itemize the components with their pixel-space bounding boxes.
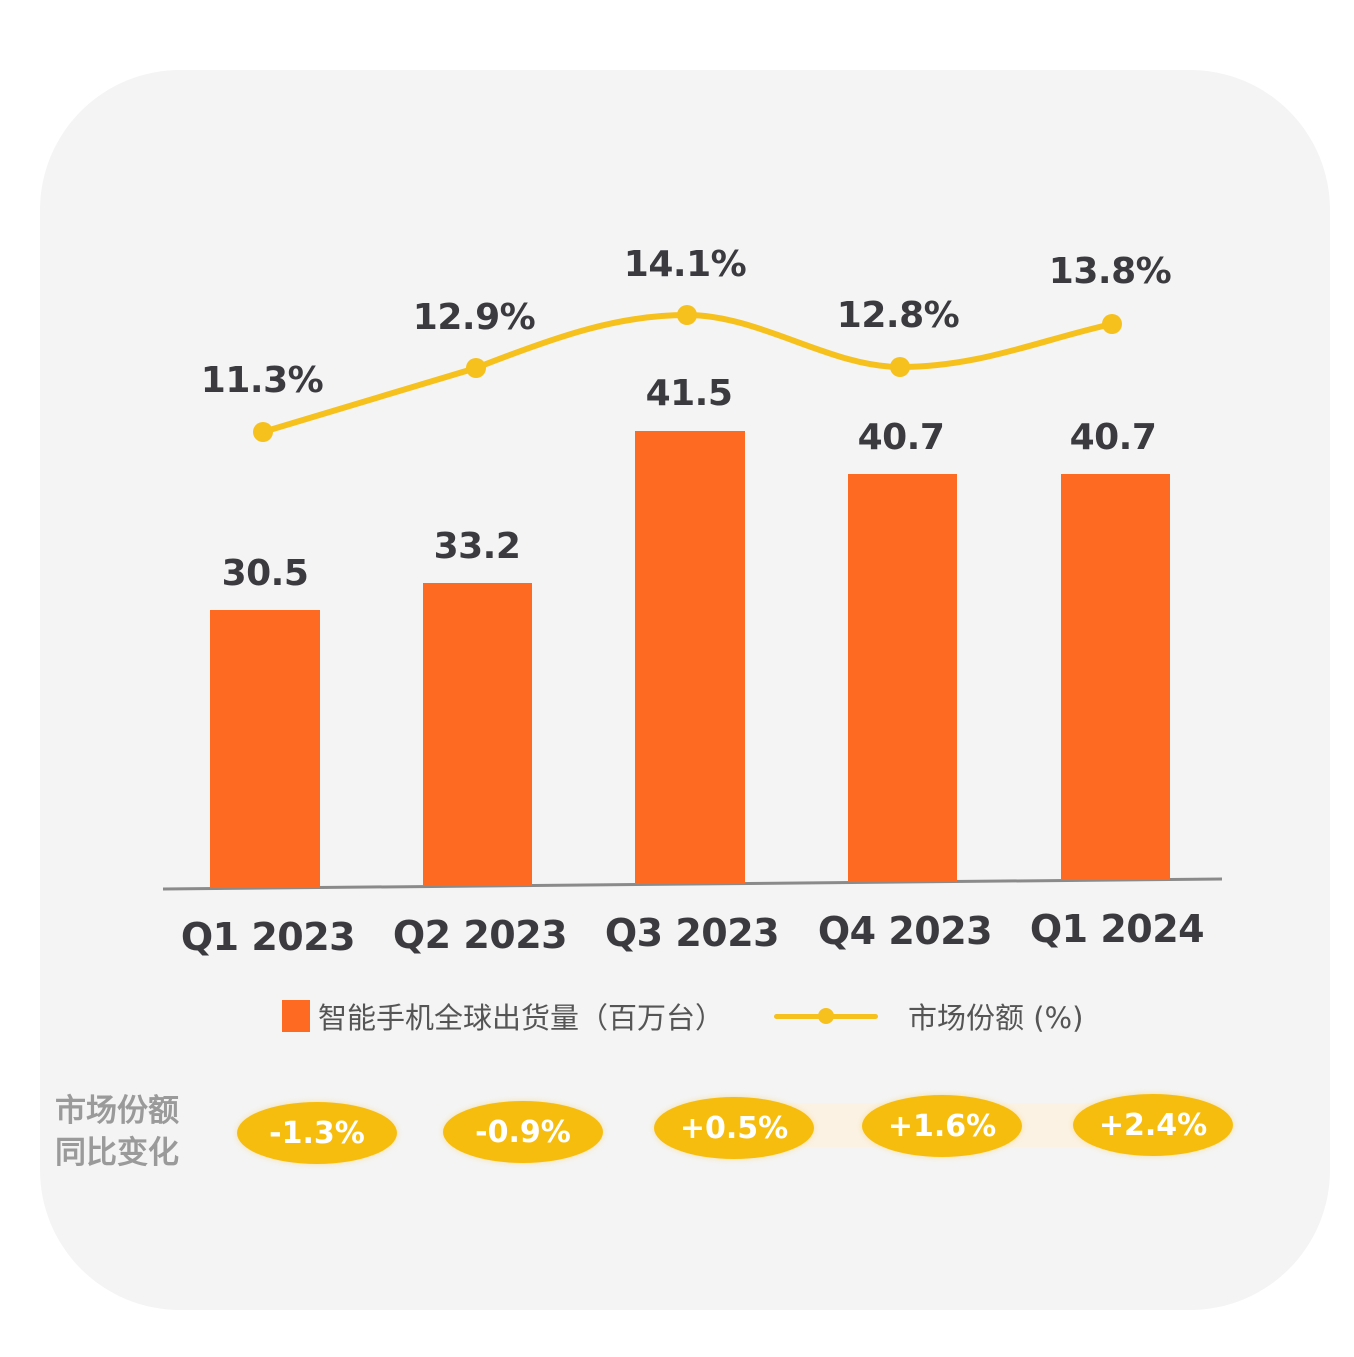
line-point: [890, 357, 910, 377]
share-label: 14.1%: [623, 244, 747, 285]
yoy-label-line1: 市场份额: [55, 1093, 179, 1129]
bar-value-label: 30.5: [221, 553, 309, 594]
share-label: 12.9%: [412, 297, 536, 338]
bar-value-label: 33.2: [433, 526, 521, 567]
bar-q1-2024: [1061, 474, 1170, 880]
yoy-badge: -1.3%: [237, 1102, 397, 1164]
yoy-badge: +0.5%: [654, 1097, 814, 1159]
x-tick-label: Q4 2023: [817, 909, 993, 953]
line-point: [1102, 314, 1122, 334]
yoy-badge: +1.6%: [862, 1095, 1022, 1157]
x-tick-label: Q1 2023: [180, 915, 356, 959]
bar-value-label: 40.7: [857, 417, 945, 458]
x-tick-label: Q1 2024: [1029, 907, 1205, 951]
line-point: [466, 358, 486, 378]
share-label: 11.3%: [200, 360, 324, 401]
line-legend-marker-icon: [774, 1001, 879, 1031]
market-share-line: [260, 311, 1115, 435]
x-tick-label: Q2 2023: [392, 913, 568, 957]
bar-q1-2023: [210, 610, 320, 888]
yoy-badge: +2.4%: [1073, 1094, 1233, 1156]
yoy-label-line2: 同比变化: [55, 1135, 179, 1171]
bar-q3-2023: [635, 431, 745, 884]
chart-legend: 智能手机全球出货量（百万台） 市场份额 (%): [282, 995, 1083, 1037]
line-legend-label: 市场份额 (%): [908, 1001, 1084, 1035]
bar-legend-label: 智能手机全球出货量（百万台）: [318, 1001, 725, 1035]
line-point: [253, 422, 273, 442]
bar-q4-2023: [848, 474, 957, 882]
x-tick-label: Q3 2023: [604, 911, 780, 955]
bar-q2-2023: [423, 583, 532, 886]
bar-value-label: 40.7: [1069, 417, 1157, 458]
share-label: 12.8%: [836, 295, 960, 336]
bar-value-label: 41.5: [645, 373, 733, 414]
share-label: 13.8%: [1048, 251, 1172, 292]
yoy-row-label: 市场份额 同比变化: [55, 1090, 179, 1174]
yoy-badge: -0.9%: [443, 1101, 603, 1163]
line-point: [677, 305, 697, 325]
bar-legend-swatch-icon: [282, 1000, 310, 1032]
